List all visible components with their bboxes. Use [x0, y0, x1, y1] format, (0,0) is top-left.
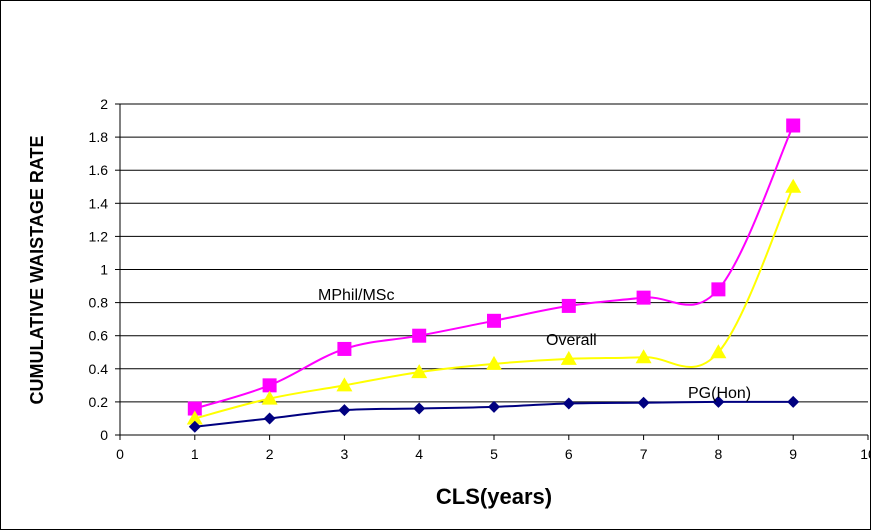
data-point-mphil-msc: [786, 118, 801, 133]
y-axis-title: CUMULATIVE WAISTAGE RATE: [27, 136, 47, 405]
data-point-mphil-msc: [487, 313, 501, 328]
x-tick-label: 2: [266, 446, 274, 462]
x-tick-label: 6: [565, 446, 573, 462]
x-tick-label: 10: [860, 446, 871, 462]
x-tick-label: 0: [116, 446, 124, 462]
data-point-overall: [635, 349, 652, 364]
data-point-mphil-msc: [187, 401, 202, 416]
x-tick-label: 3: [341, 446, 349, 462]
x-tick-label: 5: [490, 446, 498, 462]
data-point-mphil-msc: [412, 328, 427, 343]
data-point-pg-hon: [488, 400, 500, 413]
y-tick-label: 1.8: [89, 129, 109, 145]
y-tick-label: 0.2: [89, 394, 109, 410]
annotations: MPhil/MSc Overall PG(Hon): [318, 287, 751, 402]
x-tick-labels: 0 1 2 3 4 5 6 7 8 9 10: [116, 446, 871, 462]
x-tick-label: 4: [415, 446, 423, 462]
annotation-overall: Overall: [546, 332, 597, 349]
x-tick-label: 7: [640, 446, 648, 462]
y-tick-label: 0.6: [89, 328, 109, 344]
y-tick-label: 1.4: [89, 195, 109, 211]
y-tick-label: 2: [100, 96, 108, 112]
y-tick-label: 1: [100, 262, 108, 278]
data-point-overall: [486, 355, 502, 370]
y-tick-label: 0.8: [89, 295, 109, 311]
data-point-overall: [560, 350, 577, 365]
series-markers: [186, 118, 802, 433]
data-point-mphil-msc: [636, 290, 651, 305]
annotation-pg-hon: PG(Hon): [688, 385, 751, 402]
axes: [115, 103, 869, 440]
data-point-mphil-msc: [337, 341, 352, 356]
data-point-pg-hon: [712, 395, 725, 408]
data-point-pg-hon: [263, 412, 276, 425]
data-point-mphil-msc: [561, 298, 576, 313]
y-tick-labels: 0 0.2 0.4 0.6 0.8 1 1.2 1.4 1.6 1.8 2: [89, 96, 109, 443]
data-point-overall: [785, 178, 802, 193]
data-point-mphil-msc: [711, 282, 726, 297]
data-point-overall: [336, 377, 353, 392]
x-axis-title: CLS(years): [436, 484, 552, 509]
data-point-pg-hon: [787, 395, 800, 408]
y-tick-label: 0: [100, 427, 108, 443]
data-point-mphil-msc: [262, 378, 277, 393]
data-point-pg-hon: [338, 404, 351, 417]
y-tick-label: 1.2: [89, 228, 109, 244]
data-point-overall: [261, 390, 278, 405]
y-tick-label: 0.4: [89, 361, 109, 377]
data-point-pg-hon: [562, 397, 575, 410]
data-point-pg-hon: [637, 396, 650, 409]
data-point-overall: [710, 344, 727, 359]
data-point-overall: [186, 410, 203, 425]
data-point-pg-hon: [413, 402, 426, 415]
y-tick-label: 1.6: [89, 162, 109, 178]
data-point-overall: [411, 364, 428, 379]
x-tick-label: 1: [191, 446, 199, 462]
annotation-mphil-msc: MPhil/MSc: [318, 287, 394, 304]
x-tick-label: 9: [789, 446, 797, 462]
x-tick-label: 8: [715, 446, 723, 462]
data-point-pg-hon: [188, 420, 201, 433]
